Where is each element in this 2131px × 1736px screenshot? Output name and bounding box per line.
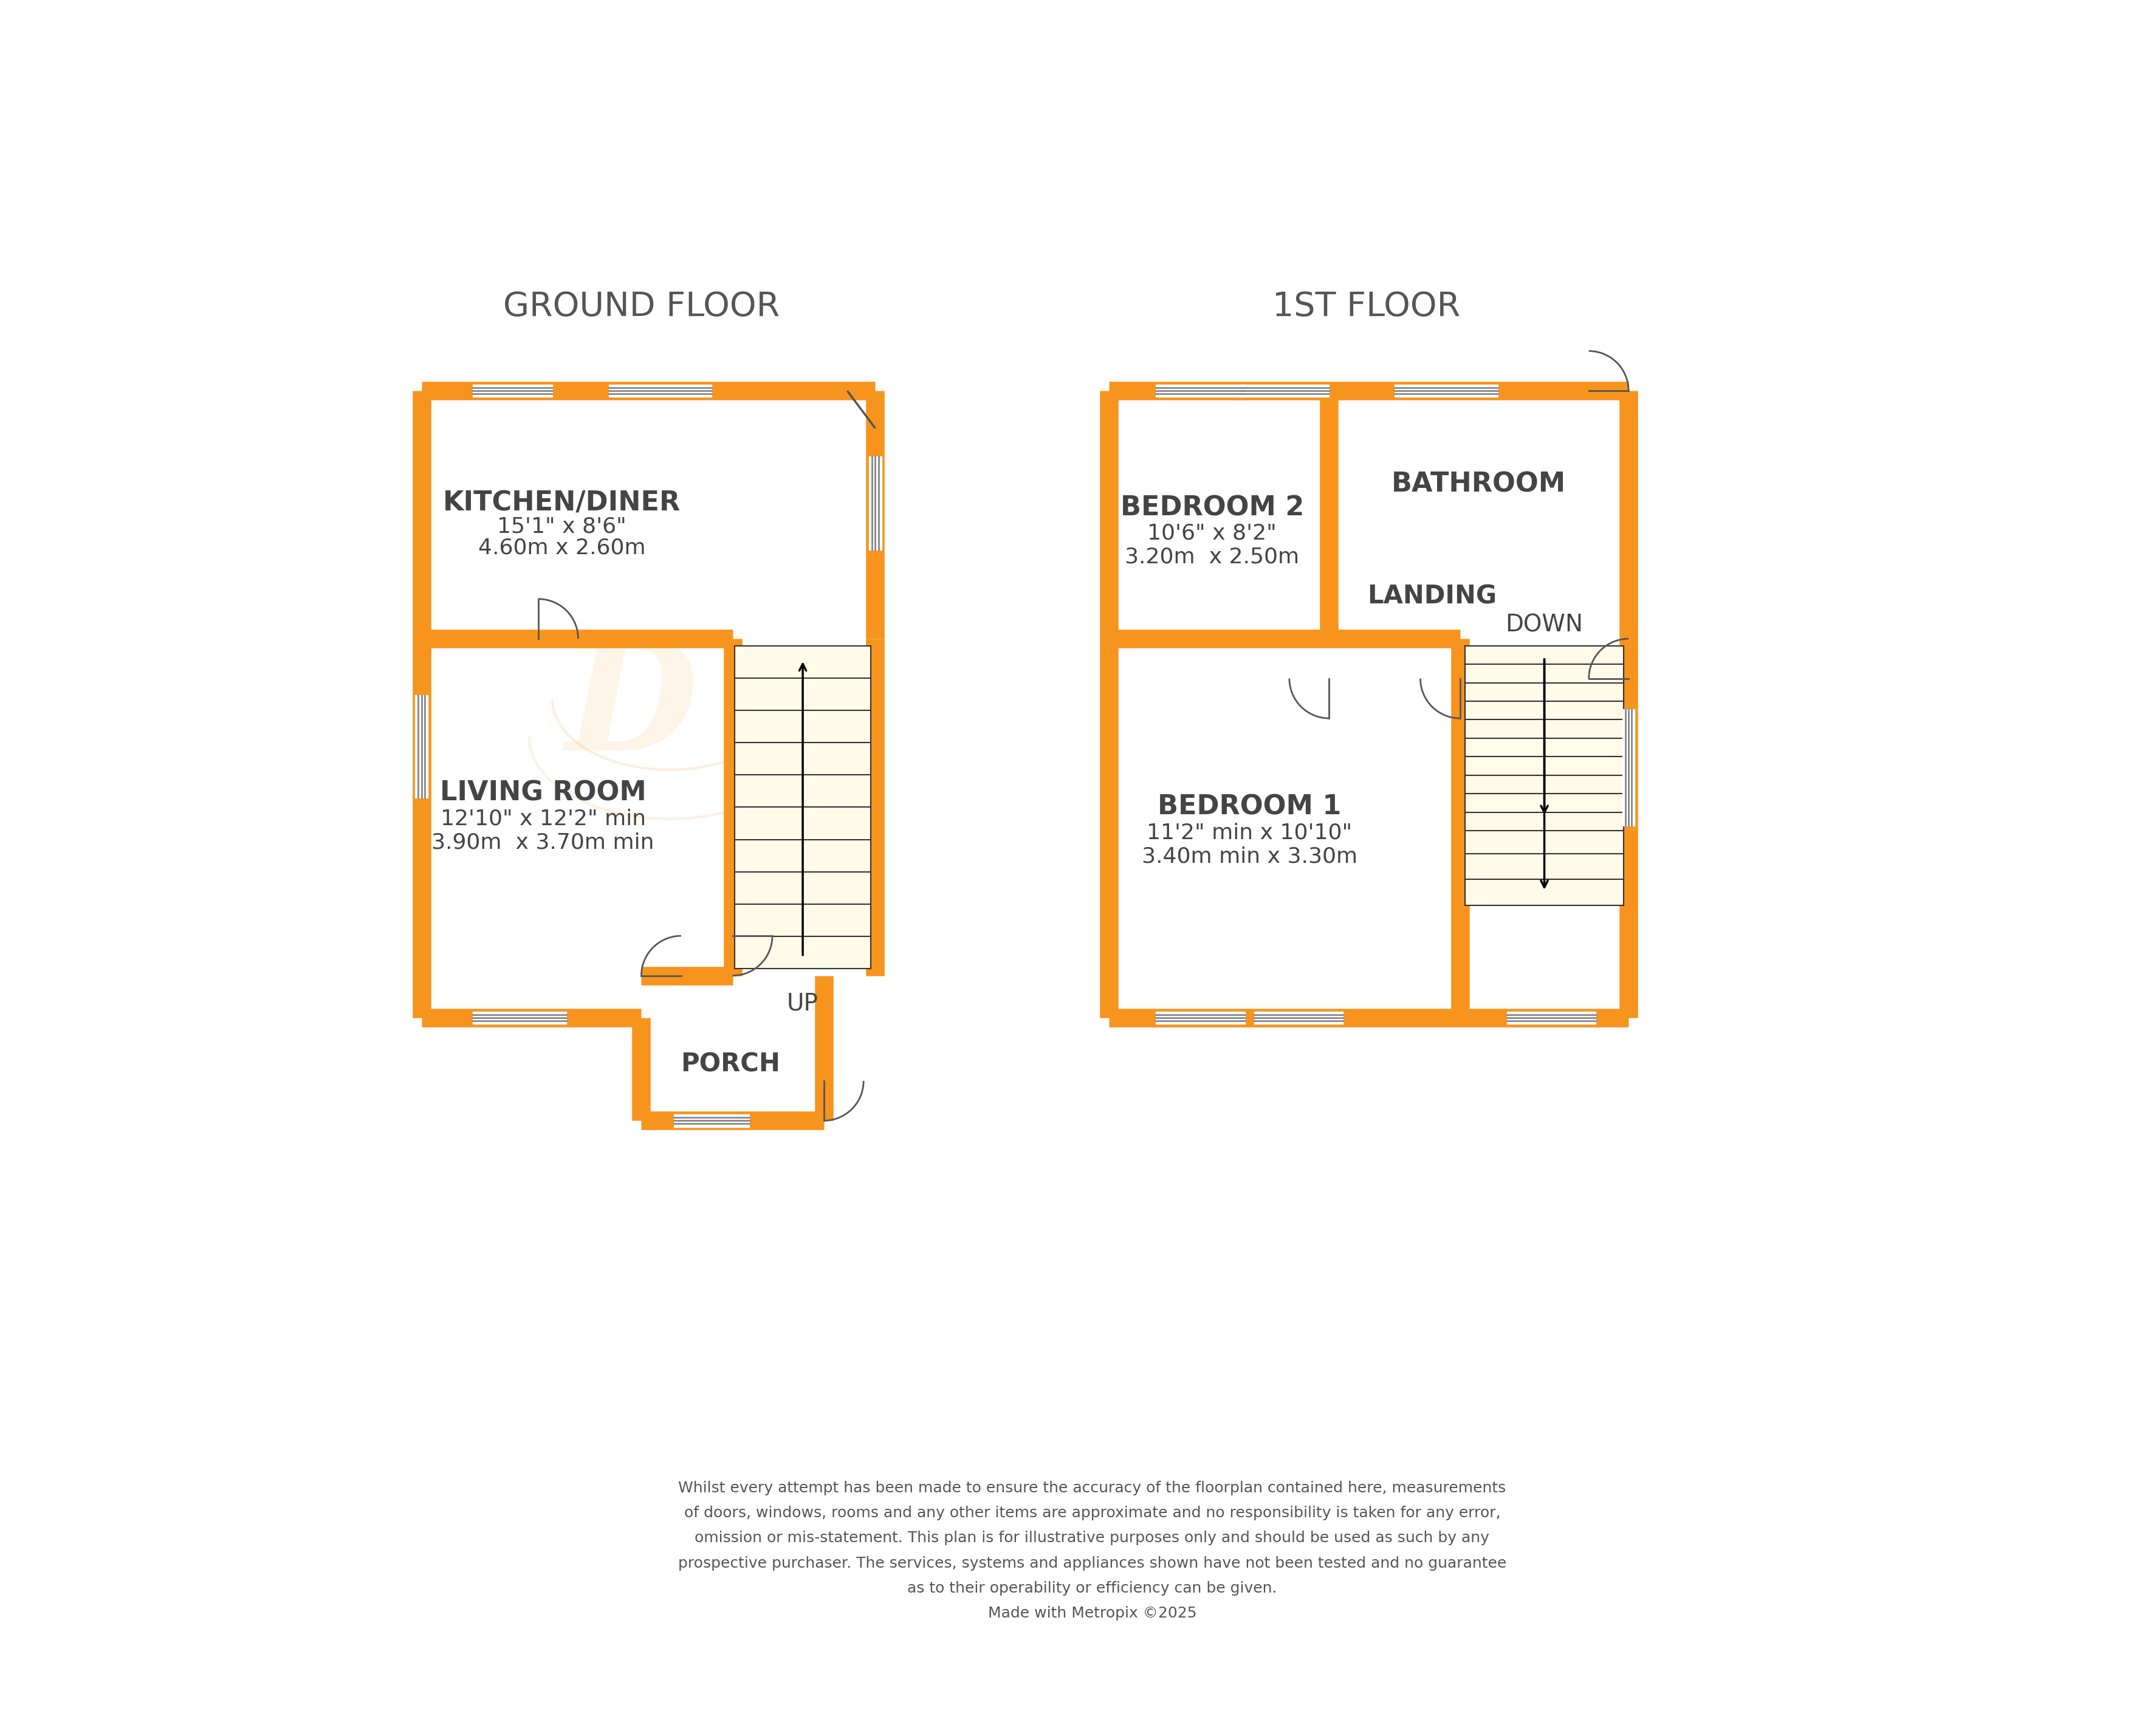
Text: 1ST FLOOR: 1ST FLOOR [1272, 290, 1460, 323]
Polygon shape [1240, 385, 1330, 398]
Text: 3.20m  x 2.50m: 3.20m x 2.50m [1125, 547, 1300, 568]
Polygon shape [1394, 385, 1498, 398]
Text: 15'1" x 8'6": 15'1" x 8'6" [497, 516, 627, 536]
Text: PORCH: PORCH [680, 1052, 780, 1078]
Text: LIVING ROOM: LIVING ROOM [439, 779, 646, 806]
Text: 11'2" min x 10'10": 11'2" min x 10'10" [1146, 823, 1353, 844]
Text: BATHROOM: BATHROOM [1392, 470, 1566, 498]
Bar [1464, 646, 1624, 830]
Polygon shape [1155, 385, 1245, 398]
Polygon shape [609, 385, 712, 398]
Text: 3.90m  x 3.70m min: 3.90m x 3.70m min [433, 832, 654, 852]
Text: KITCHEN/DINER: KITCHEN/DINER [443, 490, 680, 516]
Text: UP: UP [786, 991, 818, 1016]
Bar [735, 646, 872, 969]
Polygon shape [869, 457, 882, 550]
Text: Whilst every attempt has been made to ensure the accuracy of the floorplan conta: Whilst every attempt has been made to en… [678, 1481, 1507, 1620]
Text: BEDROOM 2: BEDROOM 2 [1121, 495, 1304, 521]
Polygon shape [673, 1115, 748, 1127]
Text: DOWN: DOWN [1504, 613, 1583, 637]
Text: BEDROOM 1: BEDROOM 1 [1157, 793, 1340, 821]
Polygon shape [416, 694, 428, 799]
Bar [1464, 646, 1624, 906]
Polygon shape [1507, 1012, 1596, 1024]
Text: 3.40m min x 3.30m: 3.40m min x 3.30m [1142, 845, 1357, 866]
Polygon shape [1622, 708, 1634, 826]
Text: GROUND FLOOR: GROUND FLOOR [503, 290, 780, 323]
Polygon shape [473, 385, 552, 398]
Polygon shape [473, 1012, 567, 1024]
Text: LANDING: LANDING [1368, 583, 1496, 609]
Text: 10'6" x 8'2": 10'6" x 8'2" [1146, 523, 1276, 543]
Text: D: D [567, 635, 697, 783]
Text: 4.60m x 2.60m: 4.60m x 2.60m [477, 536, 646, 557]
Text: 12'10" x 12'2" min: 12'10" x 12'2" min [441, 809, 646, 830]
Polygon shape [1155, 1012, 1245, 1024]
Polygon shape [1255, 1012, 1343, 1024]
